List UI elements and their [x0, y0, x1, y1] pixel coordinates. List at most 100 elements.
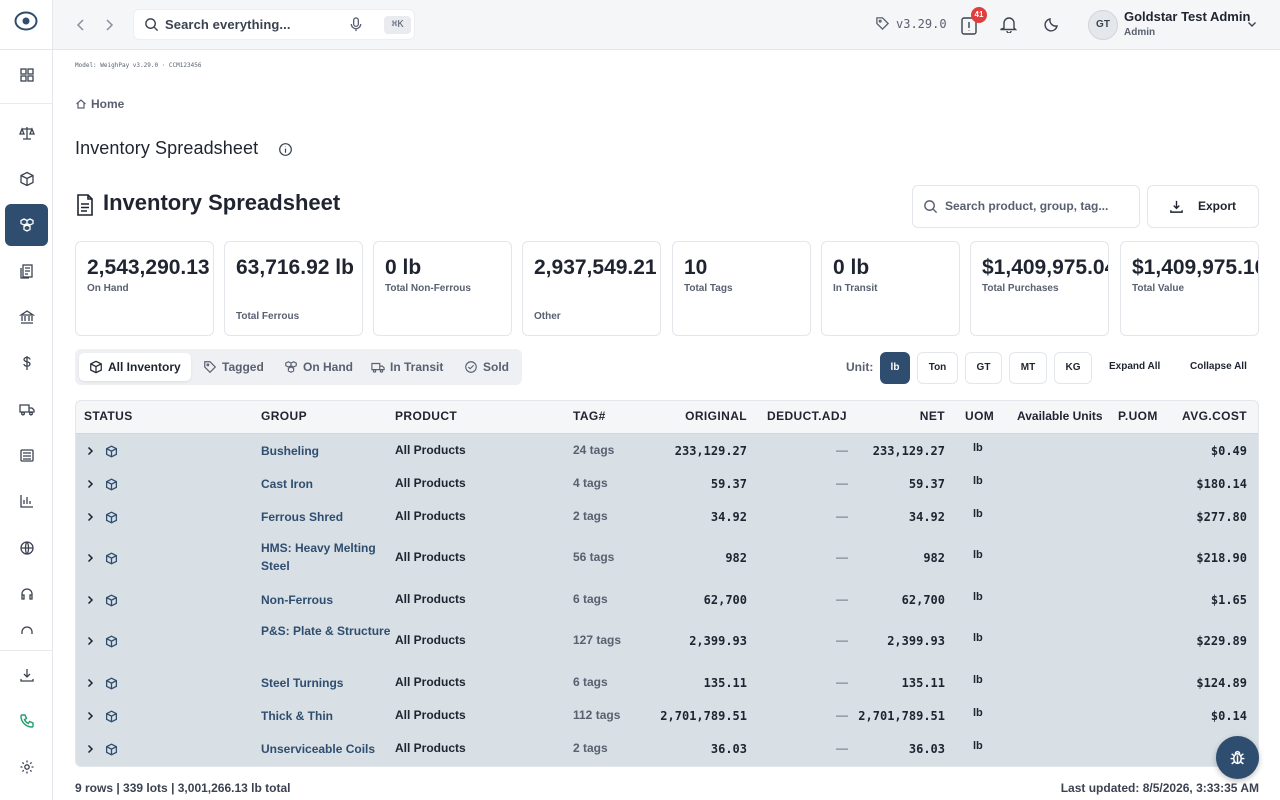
sidebar-settings-icon[interactable] [5, 746, 48, 788]
export-button[interactable]: Export [1147, 185, 1259, 228]
chevron-right-icon[interactable] [85, 711, 95, 721]
header-uom[interactable]: UOM [965, 409, 995, 423]
row-tags[interactable]: 2 tags [573, 741, 608, 755]
tab-sold[interactable]: Sold [454, 353, 519, 381]
row-group[interactable]: Busheling [261, 444, 320, 458]
row-group[interactable]: Unserviceable Coils [261, 742, 376, 756]
sidebar-dollar-icon[interactable] [5, 342, 48, 384]
header-original[interactable]: ORIGINAL [685, 409, 747, 423]
row-original: 2,701,789.51 [660, 709, 747, 723]
row-tags[interactable]: 6 tags [573, 592, 608, 606]
row-tags[interactable]: 2 tags [573, 509, 608, 523]
row-uom: lb [973, 508, 983, 520]
row-tags[interactable]: 112 tags [573, 708, 621, 722]
sidebar-dashboard-icon[interactable] [5, 54, 48, 96]
chevron-right-icon[interactable] [85, 553, 95, 563]
sidebar-phone-icon[interactable] [5, 700, 48, 742]
expand-all-button[interactable]: Expand All [1109, 361, 1161, 372]
info-icon[interactable] [278, 142, 293, 157]
table-row[interactable]: Cast Iron All Products 4 tags 59.37 — 59.37 lb… [76, 467, 1258, 500]
row-group[interactable]: HMS: Heavy Melting Steel [261, 541, 376, 573]
table-row[interactable]: Busheling All Products 24 tags 233,129.27 — 2… [76, 434, 1258, 467]
header-status[interactable]: STATUS [84, 409, 133, 423]
check-circle-icon [465, 361, 477, 373]
table-row[interactable]: P&S: Plate & Structure All Products 127 ta… [76, 616, 1258, 666]
row-tags[interactable]: 24 tags [573, 443, 615, 457]
sidebar-extra-icon[interactable] [5, 618, 48, 646]
header-avg-cost[interactable]: AVG.COST [1182, 409, 1247, 423]
table-row[interactable]: Non-Ferrous All Products 6 tags 62,700 — 62,7… [76, 583, 1258, 616]
sidebar-download-icon[interactable] [5, 654, 48, 696]
bug-report-button[interactable] [1216, 736, 1259, 779]
sidebar-register-icon[interactable] [5, 434, 48, 476]
table-row[interactable]: Thick & Thin All Products 112 tags 2,701,78… [76, 699, 1258, 732]
tab-on-hand[interactable]: On Hand [274, 353, 363, 381]
moon-icon[interactable] [1044, 16, 1060, 32]
alert-clipboard-icon[interactable] [960, 15, 978, 35]
unit-button-ton[interactable]: Ton [917, 352, 958, 384]
inventory-search-input[interactable]: Search product, group, tag... [912, 185, 1140, 228]
tab-all-inventory[interactable]: All Inventory [79, 353, 191, 381]
chevron-down-icon[interactable] [1246, 18, 1258, 30]
chevron-right-icon[interactable] [85, 744, 95, 754]
sidebar-headset-icon[interactable] [5, 573, 48, 615]
chevron-right-icon[interactable] [85, 512, 95, 522]
header-product[interactable]: PRODUCT [395, 409, 458, 423]
row-group[interactable]: Steel Turnings [261, 676, 344, 690]
table-row[interactable]: Steel Turnings All Products 6 tags 135.11 — 1… [76, 666, 1258, 699]
row-tags[interactable]: 6 tags [573, 675, 608, 689]
table-row[interactable]: Unserviceable Coils All Products 2 tags 36.… [76, 732, 1258, 765]
row-net: 233,129.27 [872, 444, 945, 458]
sidebar-truck-icon[interactable] [5, 388, 48, 430]
sidebar-box-icon[interactable] [5, 158, 48, 200]
table-row[interactable]: Ferrous Shred All Products 2 tags 34.92 — 34.… [76, 500, 1258, 533]
chevron-right-icon[interactable] [85, 446, 95, 456]
unit-button-gt[interactable]: GT [965, 352, 1002, 384]
user-name[interactable]: Goldstar Test Admin [1124, 9, 1251, 24]
header-deduct-adj[interactable]: DEDUCT.ADJ [767, 409, 848, 423]
row-tags[interactable]: 56 tags [573, 550, 615, 564]
header-net[interactable]: NET [919, 409, 945, 423]
unit-button-mt[interactable]: MT [1009, 352, 1047, 384]
row-group[interactable]: P&S: Plate & Structure [261, 624, 391, 638]
global-search-input[interactable]: Search everything... ⌘K [133, 9, 415, 40]
table-row[interactable]: HMS: Heavy Melting Steel All Products 56 t… [76, 533, 1258, 583]
row-tags[interactable]: 4 tags [573, 476, 608, 490]
row-group[interactable]: Ferrous Shred [261, 510, 344, 524]
tab-tagged[interactable]: Tagged [193, 353, 274, 381]
sidebar-globe-icon[interactable] [5, 527, 48, 569]
breadcrumb[interactable]: Home [75, 97, 124, 111]
header-group[interactable]: GROUP [261, 409, 308, 423]
bell-icon[interactable] [1000, 15, 1018, 33]
forward-arrow-icon[interactable] [101, 17, 117, 33]
row-tags[interactable]: 127 tags [573, 633, 622, 647]
microphone-icon[interactable] [349, 17, 363, 32]
header-p-uom[interactable]: P.UOM [1118, 409, 1158, 423]
avatar[interactable]: GT [1088, 10, 1118, 40]
row-uom: lb [973, 442, 983, 454]
row-avg-cost: $0.14 [1210, 709, 1247, 723]
row-product: All Products [395, 509, 466, 523]
row-deduct-adj: — [836, 741, 848, 755]
collapse-all-button[interactable]: Collapse All [1190, 361, 1247, 372]
unit-button-kg[interactable]: KG [1054, 352, 1092, 384]
chevron-right-icon[interactable] [85, 479, 95, 489]
sidebar-bank-icon[interactable] [5, 296, 48, 338]
sidebar-documents-icon[interactable] [5, 250, 48, 292]
row-group[interactable]: Thick & Thin [261, 709, 333, 723]
row-group[interactable]: Cast Iron [261, 477, 314, 491]
tab-in-transit[interactable]: In Transit [361, 353, 453, 381]
sidebar-inventory-icon[interactable] [5, 204, 48, 246]
app-logo-icon[interactable] [14, 10, 38, 32]
header-available-units[interactable]: Available Units [1017, 409, 1103, 423]
breadcrumb-home[interactable]: Home [91, 97, 125, 111]
chevron-right-icon[interactable] [85, 595, 95, 605]
chevron-right-icon[interactable] [85, 678, 95, 688]
unit-button-lb[interactable]: lb [880, 352, 910, 384]
chevron-right-icon[interactable] [85, 636, 95, 646]
back-arrow-icon[interactable] [73, 17, 89, 33]
sidebar-scale-icon[interactable] [5, 112, 48, 154]
sidebar-chart-icon[interactable] [5, 480, 48, 522]
row-group[interactable]: Non-Ferrous [261, 593, 333, 607]
header-tag[interactable]: TAG# [573, 409, 606, 423]
